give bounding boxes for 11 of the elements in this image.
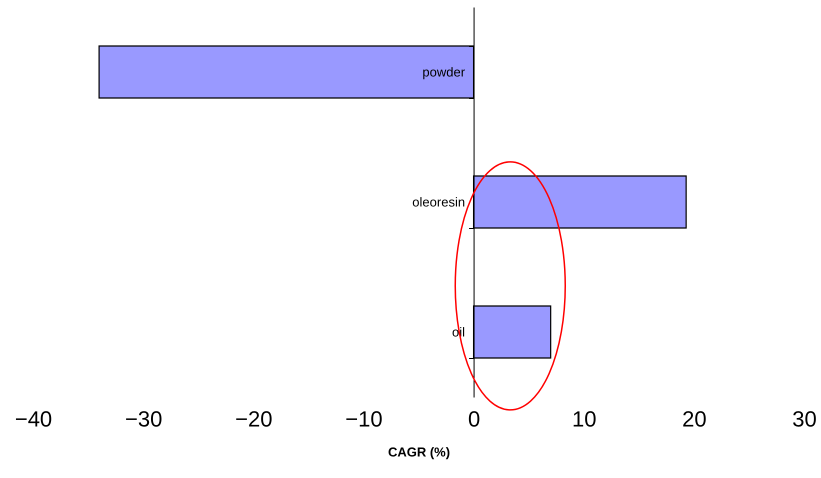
x-axis-title: CAGR (%) (388, 444, 450, 460)
x-tick-label: −30 (124, 406, 162, 432)
x-tick-label: 30 (792, 406, 817, 432)
x-tick-label: −10 (345, 406, 383, 432)
y-tick-label: oleoresin (412, 194, 466, 210)
y-tick-label: powder (422, 64, 466, 80)
x-tick-label: 10 (572, 406, 596, 432)
x-tick-label: 20 (682, 406, 707, 432)
x-tick-label: −20 (235, 406, 272, 432)
x-tick-label: −40 (14, 406, 52, 432)
x-tick-label: 0 (468, 406, 480, 432)
